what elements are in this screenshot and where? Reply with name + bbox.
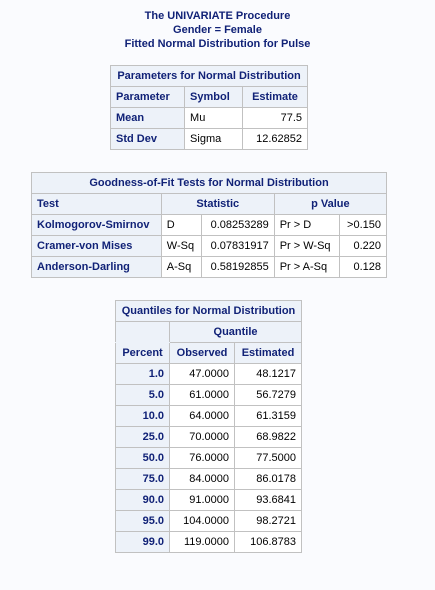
percent-value: 25.0 xyxy=(114,426,171,448)
test-name: Cramer-von Mises xyxy=(31,235,162,257)
estimated-quantile: 61.3159 xyxy=(234,405,302,427)
parameter-name: Std Dev xyxy=(109,128,186,150)
estimated-quantile: 68.9822 xyxy=(234,426,302,448)
parameter-symbol: Sigma xyxy=(184,128,243,150)
table-row: 10.0 64.0000 61.3159 xyxy=(114,405,302,427)
goodness-of-fit-table: Goodness-of-Fit Tests for Normal Distrib… xyxy=(31,172,388,278)
table-row: 95.0 104.0000 98.2721 xyxy=(114,510,302,532)
table-row: Anderson-Darling A-Sq 0.58192855 Pr > A-… xyxy=(31,256,388,278)
pvalue-label: Pr > D xyxy=(273,214,340,236)
test-name: Anderson-Darling xyxy=(31,256,162,278)
fit-title: Fitted Normal Distribution for Pulse xyxy=(124,38,311,50)
col-header-estimate: Estimate xyxy=(241,86,309,108)
estimated-quantile: 93.6841 xyxy=(234,489,302,511)
table-row: 90.0 91.0000 93.6841 xyxy=(114,489,302,511)
table-row: Std Dev Sigma 12.62852 xyxy=(109,128,309,150)
col-header-pvalue: p Value xyxy=(273,193,388,215)
statistic-value: 0.58192855 xyxy=(201,256,275,278)
table-row: 1.0 47.0000 48.1217 xyxy=(114,363,302,385)
percent-value: 50.0 xyxy=(114,447,171,469)
estimated-quantile: 98.2721 xyxy=(234,510,302,532)
table-row: 25.0 70.0000 68.9822 xyxy=(114,426,302,448)
col-header-statistic: Statistic xyxy=(160,193,275,215)
col-header-symbol: Symbol xyxy=(184,86,243,108)
observed-quantile: 119.0000 xyxy=(169,531,236,553)
pvalue-value: 0.128 xyxy=(338,256,388,278)
quantiles-body: 1.0 47.0000 48.1217 5.0 61.0000 56.7279 10.0 64… xyxy=(114,363,302,553)
observed-quantile: 76.0000 xyxy=(169,447,236,469)
procedure-titles: The UNIVARIATE Procedure Gender = Female… xyxy=(0,9,435,51)
observed-quantile: 84.0000 xyxy=(169,468,236,490)
test-name: Kolmogorov-Smirnov xyxy=(31,214,162,236)
percent-value: 90.0 xyxy=(114,489,171,511)
percent-value: 1.0 xyxy=(114,363,171,385)
table-row: Cramer-von Mises W-Sq 0.07831917 Pr > W-… xyxy=(31,235,388,257)
percent-value: 10.0 xyxy=(114,405,171,427)
table-row: 5.0 61.0000 56.7279 xyxy=(114,384,302,406)
statistic-value: 0.07831917 xyxy=(201,235,275,257)
observed-quantile: 61.0000 xyxy=(169,384,236,406)
pvalue-label: Pr > A-Sq xyxy=(273,256,340,278)
observed-quantile: 47.0000 xyxy=(169,363,236,385)
estimated-quantile: 77.5000 xyxy=(234,447,302,469)
percent-value: 5.0 xyxy=(114,384,171,406)
table-row: Mean Mu 77.5 xyxy=(109,107,309,129)
table-row: 99.0 119.0000 106.8783 xyxy=(114,531,302,553)
percent-value: 95.0 xyxy=(114,510,171,532)
parameter-estimate: 77.5 xyxy=(241,107,309,129)
percent-value: 99.0 xyxy=(114,531,171,553)
observed-quantile: 70.0000 xyxy=(169,426,236,448)
parameters-caption: Parameters for Normal Distribution xyxy=(110,65,308,87)
by-group-title: Gender = Female xyxy=(173,24,262,36)
parameter-name: Mean xyxy=(109,107,186,129)
gof-caption: Goodness-of-Fit Tests for Normal Distrib… xyxy=(31,172,387,194)
col-header-test: Test xyxy=(31,193,162,215)
pvalue-value: >0.150 xyxy=(338,214,388,236)
statistic-symbol: W-Sq xyxy=(160,235,203,257)
col-group-quantile: Quantile xyxy=(169,321,302,343)
parameter-symbol: Mu xyxy=(184,107,243,129)
quantiles-table: Quantiles for Normal Distribution Quanti… xyxy=(114,300,302,553)
statistic-value: 0.08253289 xyxy=(201,214,275,236)
statistic-symbol: D xyxy=(160,214,203,236)
parameters-table: Parameters for Normal Distribution Param… xyxy=(109,65,309,150)
estimated-quantile: 56.7279 xyxy=(234,384,302,406)
table-row: 75.0 84.0000 86.0178 xyxy=(114,468,302,490)
statistic-symbol: A-Sq xyxy=(160,256,203,278)
pvalue-label: Pr > W-Sq xyxy=(273,235,340,257)
pvalue-value: 0.220 xyxy=(338,235,388,257)
observed-quantile: 104.0000 xyxy=(169,510,236,532)
estimated-quantile: 86.0178 xyxy=(234,468,302,490)
table-row: Kolmogorov-Smirnov D 0.08253289 Pr > D >… xyxy=(31,214,388,236)
parameter-estimate: 12.62852 xyxy=(241,128,309,150)
col-header-parameter: Parameter xyxy=(109,86,186,108)
percent-value: 75.0 xyxy=(114,468,171,490)
col-header-percent: Percent xyxy=(114,342,171,364)
observed-quantile: 64.0000 xyxy=(169,405,236,427)
table-row: 50.0 76.0000 77.5000 xyxy=(114,447,302,469)
procedure-title: The UNIVARIATE Procedure xyxy=(144,10,291,22)
quantiles-caption: Quantiles for Normal Distribution xyxy=(115,300,302,322)
col-header-estimated: Estimated xyxy=(234,342,302,364)
col-header-observed: Observed xyxy=(169,342,236,364)
observed-quantile: 91.0000 xyxy=(169,489,236,511)
estimated-quantile: 106.8783 xyxy=(234,531,302,553)
estimated-quantile: 48.1217 xyxy=(234,363,302,385)
